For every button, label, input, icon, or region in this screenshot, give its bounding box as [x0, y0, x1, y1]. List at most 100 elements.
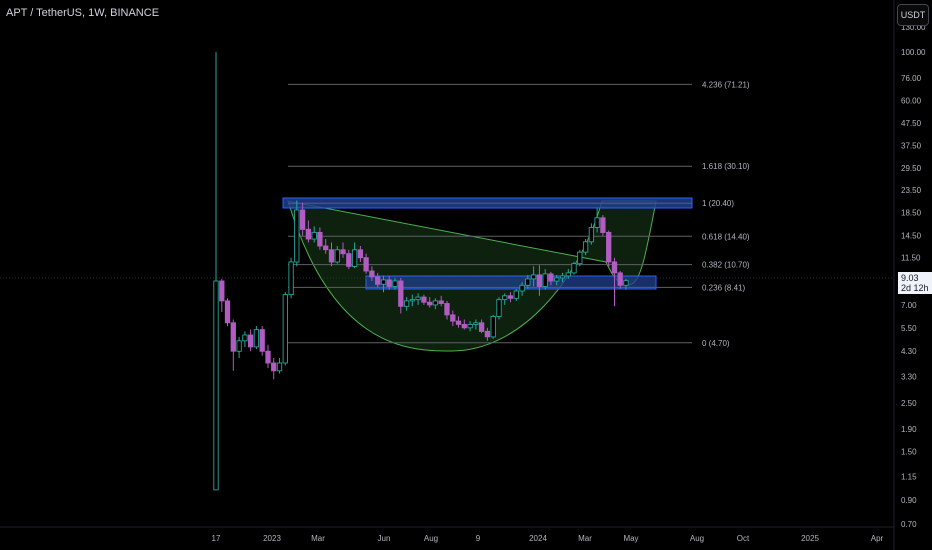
fib-level-label: 0.618 (14.40)	[702, 232, 750, 241]
candle-body	[409, 299, 415, 302]
candle-body	[282, 294, 288, 364]
support-zone[interactable]	[365, 275, 657, 290]
price-tick-label: 5.50	[901, 324, 917, 333]
candle-body	[346, 253, 352, 267]
candle-body	[219, 280, 225, 302]
candle-body	[253, 329, 260, 348]
price-tick-label: 11.50	[901, 254, 921, 263]
price-tick-label: 1.15	[901, 473, 917, 482]
price-tick-label: 2.50	[901, 399, 917, 408]
candle-body	[351, 249, 358, 267]
candle-body	[386, 279, 392, 287]
time-tick-label: Mar	[311, 534, 325, 543]
candle-body	[530, 274, 537, 280]
candle-body	[236, 340, 242, 352]
candle-body	[548, 273, 554, 282]
candle-body	[559, 275, 566, 279]
candle-body	[415, 296, 421, 301]
candle-body	[611, 261, 618, 274]
price-tick-label: 7.00	[901, 301, 917, 310]
candle-body	[455, 320, 462, 325]
time-tick-label: 2023	[263, 534, 281, 543]
candle-body	[582, 241, 589, 253]
candle-body	[473, 322, 479, 325]
time-tick-label: 9	[476, 534, 481, 543]
candle-body	[375, 276, 381, 285]
candle-body	[294, 209, 300, 263]
candle-body	[357, 249, 364, 259]
price-tick-label: 0.70	[901, 520, 917, 529]
candle-body	[444, 303, 450, 316]
candle-body	[513, 290, 519, 299]
candle-body	[577, 251, 583, 265]
candle-body	[259, 329, 265, 352]
current-price-value: 9.03	[901, 273, 919, 283]
candle-body	[600, 217, 606, 233]
candle-body	[478, 322, 485, 332]
candle-body	[271, 362, 277, 372]
time-tick-label: Jun	[378, 534, 391, 543]
candle-body	[363, 257, 369, 272]
candle-body	[317, 231, 323, 247]
candle-body	[242, 334, 248, 342]
fib-level-label: 4.236 (71.21)	[702, 80, 750, 89]
candle-body	[369, 270, 375, 278]
price-tick-label: 1.50	[901, 447, 917, 456]
price-tick-label: 60.00	[901, 97, 922, 106]
price-tick-label: 37.50	[901, 141, 922, 150]
axis-lines	[0, 0, 895, 550]
current-price-tag: 9.03 2d 12h	[898, 272, 932, 294]
candle-body	[542, 273, 548, 287]
currency-unit-button[interactable]: USDT	[897, 4, 929, 26]
candle-body	[432, 300, 439, 306]
candle-body	[323, 245, 329, 251]
price-tick-label: 23.50	[901, 186, 922, 195]
time-tick-label: Mar	[578, 534, 592, 543]
time-tick-label: 2024	[529, 534, 547, 543]
candle-body	[421, 296, 427, 303]
candle-body	[247, 334, 254, 348]
symbol-title: APT / TetherUS, 1W, BINANCE	[6, 7, 160, 19]
time-tick-label: Aug	[424, 534, 438, 543]
price-tick-label: 130.00	[901, 23, 926, 32]
candle-body	[617, 272, 623, 286]
candle-body	[380, 279, 387, 285]
price-tick-label: 14.50	[901, 232, 922, 241]
candle-body	[311, 231, 317, 240]
candle-body	[392, 280, 398, 287]
fib-level-label: 1 (20.40)	[702, 199, 734, 208]
candle-body	[519, 284, 525, 292]
candles-series	[213, 52, 629, 491]
time-axis[interactable]: 17 2023 Mar Jun Aug 9 2024 Mar May Aug Oct 2025 Apr	[212, 534, 884, 543]
fib-level-label: 0.382 (10.70)	[702, 261, 750, 270]
time-tick-label: 17	[212, 534, 221, 543]
price-tick-label: 0.90	[901, 496, 917, 505]
candle-body	[398, 280, 404, 307]
time-tick-label: Apr	[871, 534, 884, 543]
candle-body	[305, 228, 312, 240]
time-tick-label: 2025	[801, 534, 819, 543]
candle-body	[588, 227, 595, 243]
price-tick-label: 76.00	[901, 74, 922, 83]
fib-retracement[interactable]: 4.236 (71.21) 1.618 (30.10) 1 (20.40) 0.618…	[288, 80, 750, 348]
price-tick-label: 3.30	[901, 372, 917, 381]
candle-body	[213, 280, 219, 491]
candle-body	[484, 330, 491, 338]
candle-body	[571, 263, 577, 274]
candle-body	[403, 300, 410, 307]
fib-level-label: 1.618 (30.10)	[702, 162, 750, 171]
candle-body	[502, 295, 508, 301]
fib-level-label: 0 (4.70)	[702, 339, 730, 348]
time-tick-label: Oct	[737, 534, 750, 543]
candle-body	[461, 323, 467, 329]
candle-body	[525, 278, 531, 286]
candle-body	[490, 315, 496, 338]
price-tick-label: 29.50	[901, 164, 922, 173]
candle-body	[334, 249, 340, 263]
candle-body	[450, 314, 456, 322]
candle-body	[554, 277, 560, 282]
candle-body	[536, 274, 543, 287]
candle-body	[299, 209, 306, 230]
candle-body	[224, 300, 231, 324]
